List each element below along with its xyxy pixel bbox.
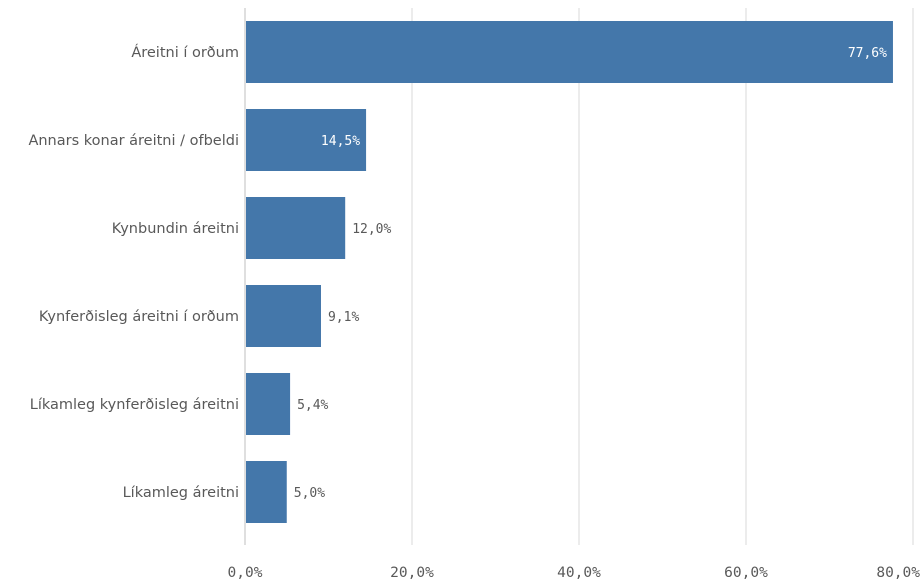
category-label: Kynferðisleg áreitni í orðum <box>39 309 239 325</box>
category-label: Líkamleg áreitni <box>123 485 239 501</box>
category-label: Kynbundin áreitni <box>112 221 239 237</box>
bar <box>246 373 291 435</box>
data-label: 9,1% <box>328 310 359 325</box>
data-label: 77,6% <box>848 46 887 61</box>
x-tick-label: 40,0% <box>557 565 601 581</box>
category-labels: Áreitni í orðum Annars konar áreitni / of… <box>28 44 239 501</box>
x-tick-label: 0,0% <box>228 565 263 581</box>
data-labels: 77,6% 14,5% 12,0% 9,1% 5,4% 5,0% <box>294 46 887 501</box>
category-label: Líkamleg kynferðisleg áreitni <box>30 397 239 413</box>
bar <box>246 109 367 171</box>
bar <box>246 461 287 523</box>
data-label: 12,0% <box>352 222 391 237</box>
data-label: 5,0% <box>294 486 325 501</box>
gridlines <box>244 8 914 545</box>
x-axis-tick-labels: 0,0% 20,0% 40,0% 60,0% 80,0% <box>228 565 921 581</box>
bar <box>246 21 893 83</box>
bar <box>246 197 346 259</box>
x-tick-label: 20,0% <box>390 565 434 581</box>
bar <box>246 285 321 347</box>
data-label: 5,4% <box>297 398 328 413</box>
category-label: Áreitni í orðum <box>131 44 239 61</box>
x-tick-label: 60,0% <box>724 565 768 581</box>
category-label: Annars konar áreitni / ofbeldi <box>28 133 239 149</box>
data-label: 14,5% <box>321 134 360 149</box>
x-tick-label: 80,0% <box>876 565 920 581</box>
bars <box>246 21 893 523</box>
